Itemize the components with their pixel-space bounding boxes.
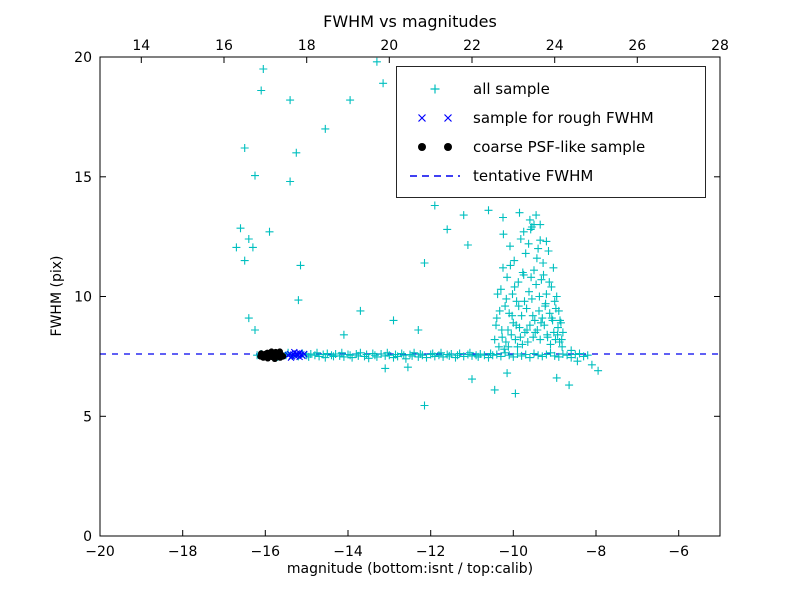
x-top-tick-label: 18 <box>298 38 316 54</box>
plus-marker-icon <box>430 84 440 93</box>
top-tick-labels: 14 16 18 20 22 24 26 28 <box>132 38 729 54</box>
x-top-tick-label: 22 <box>463 38 481 54</box>
x-top-tick-label: 28 <box>711 38 729 54</box>
y-tick-labels: 0 5 10 15 20 <box>74 50 92 545</box>
x-tick-label: −12 <box>416 544 446 560</box>
x-top-tick-label: 20 <box>380 38 398 54</box>
legend-label: sample for rough FWHM <box>473 108 654 127</box>
bottom-ticks <box>99 530 680 536</box>
top-ticks <box>140 57 721 63</box>
dashed-line-icon <box>410 174 460 177</box>
x-tick-label: −18 <box>168 544 198 560</box>
series-0-points <box>232 57 603 410</box>
legend-label: coarse PSF-like sample <box>473 137 646 156</box>
dot-marker-icon <box>418 142 452 151</box>
x-tick-label: −14 <box>333 544 363 560</box>
x-axis-label: magnitude (bottom:isnt / top:calib) <box>286 561 534 577</box>
legend-label: tentative FWHM <box>473 166 594 185</box>
right-ticks <box>714 56 720 537</box>
x-top-tick-label: 14 <box>132 38 150 54</box>
legend-label: all sample <box>473 79 550 98</box>
legend-item-tentative-fwhm: tentative FWHM <box>407 161 695 190</box>
x-top-tick-label: 26 <box>628 38 646 54</box>
legend-item-rough-fwhm: sample for rough FWHM <box>407 103 695 132</box>
legend-item-all-sample: all sample <box>407 74 695 103</box>
bottom-tick-labels: −20 −18 −16 −14 −12 −10 −8 −6 <box>85 544 689 560</box>
x-tick-label: −8 <box>586 544 607 560</box>
y-tick-label: 20 <box>74 50 92 66</box>
y-tick-label: 5 <box>83 409 92 425</box>
y-tick-label: 10 <box>74 290 92 306</box>
axes-frame <box>99 56 721 537</box>
x-marker-icon <box>418 113 452 122</box>
legend: all sample sample for rough FWHM coarse … <box>396 66 706 198</box>
y-tick-label: 0 <box>83 529 92 545</box>
series-1-points <box>284 348 308 361</box>
x-top-tick-label: 16 <box>215 38 233 54</box>
left-ticks <box>100 56 106 537</box>
x-tick-label: −6 <box>668 544 689 560</box>
x-tick-label: −10 <box>499 544 529 560</box>
legend-item-psf-sample: coarse PSF-like sample <box>407 132 695 161</box>
x-tick-label: −16 <box>251 544 281 560</box>
chart-title: FWHM vs magnitudes <box>323 12 497 31</box>
x-top-tick-label: 24 <box>546 38 564 54</box>
x-tick-label: −20 <box>85 544 115 560</box>
y-tick-label: 15 <box>74 170 92 186</box>
series-2-points <box>257 348 287 362</box>
